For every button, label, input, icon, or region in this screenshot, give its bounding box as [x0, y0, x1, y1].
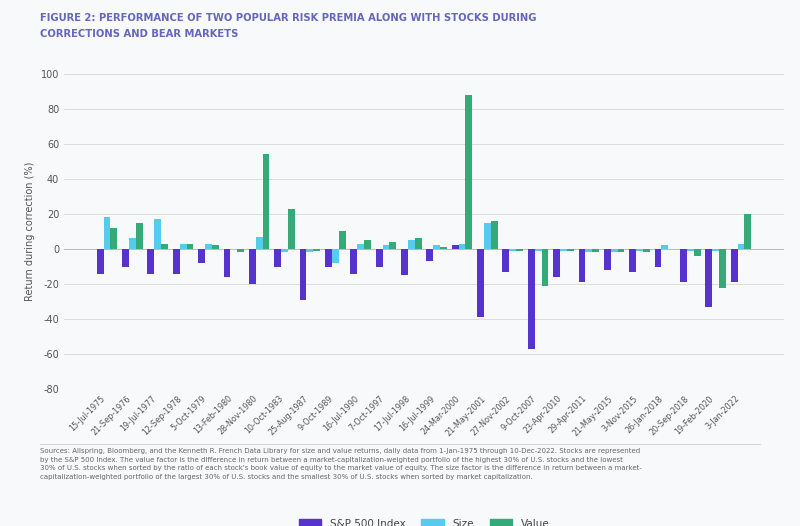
Bar [630, 249, 636, 272]
Bar [510, 249, 516, 251]
Bar [338, 231, 346, 249]
Bar [129, 238, 136, 249]
Bar [103, 217, 110, 249]
Bar [719, 249, 726, 288]
Bar [466, 95, 472, 249]
Bar [390, 242, 396, 249]
Bar [592, 249, 599, 252]
Bar [376, 249, 382, 267]
Bar [738, 244, 745, 249]
Bar [136, 222, 142, 249]
Bar [712, 249, 719, 251]
Bar [262, 154, 270, 249]
Bar [491, 221, 498, 249]
Bar [586, 249, 592, 252]
Bar [288, 209, 294, 249]
Bar [502, 249, 510, 272]
Text: Sources: Allspring, Bloomberg, and the Kenneth R. French Data Library for size a: Sources: Allspring, Bloomberg, and the K… [40, 448, 642, 480]
Bar [223, 249, 230, 277]
Bar [542, 249, 548, 286]
Bar [694, 249, 701, 256]
Bar [147, 249, 154, 274]
Bar [382, 246, 390, 249]
Bar [458, 244, 466, 249]
Bar [198, 249, 205, 263]
Bar [154, 219, 161, 249]
Bar [745, 214, 751, 249]
Bar [122, 249, 129, 267]
Bar [680, 249, 687, 282]
Legend: S&P 500 Index, Size, Value: S&P 500 Index, Size, Value [294, 514, 554, 526]
Bar [186, 244, 194, 249]
Bar [97, 249, 103, 274]
Bar [110, 228, 118, 249]
Bar [440, 247, 447, 249]
Bar [534, 249, 542, 251]
Bar [618, 249, 625, 252]
Bar [604, 249, 610, 270]
Bar [560, 249, 567, 251]
Bar [306, 249, 314, 252]
Bar [516, 249, 523, 251]
Bar [281, 249, 288, 252]
Bar [643, 249, 650, 252]
Bar [477, 249, 484, 317]
Bar [408, 240, 414, 249]
Bar [256, 237, 262, 249]
Bar [554, 249, 560, 277]
Bar [173, 249, 180, 274]
Bar [212, 246, 218, 249]
Bar [350, 249, 357, 274]
Text: FIGURE 2: PERFORMANCE OF TWO POPULAR RISK PREMIA ALONG WITH STOCKS DURING: FIGURE 2: PERFORMANCE OF TWO POPULAR RIS… [40, 13, 537, 23]
Bar [484, 222, 491, 249]
Bar [238, 249, 244, 252]
Bar [610, 249, 618, 252]
Bar [161, 244, 168, 249]
Bar [325, 249, 332, 267]
Bar [687, 249, 694, 251]
Bar [567, 249, 574, 251]
Bar [300, 249, 306, 300]
Bar [414, 238, 422, 249]
Bar [357, 244, 364, 249]
Bar [426, 249, 434, 261]
Bar [364, 240, 371, 249]
Bar [578, 249, 586, 282]
Bar [452, 246, 458, 249]
Bar [654, 249, 662, 267]
Bar [401, 249, 408, 275]
Bar [528, 249, 534, 349]
Y-axis label: Return during correction (%): Return during correction (%) [26, 162, 35, 301]
Bar [249, 249, 256, 284]
Bar [314, 249, 320, 251]
Bar [730, 249, 738, 282]
Bar [180, 244, 186, 249]
Bar [274, 249, 281, 267]
Bar [636, 249, 643, 251]
Bar [332, 249, 338, 263]
Bar [706, 249, 712, 307]
Bar [434, 246, 440, 249]
Text: CORRECTIONS AND BEAR MARKETS: CORRECTIONS AND BEAR MARKETS [40, 29, 238, 39]
Bar [662, 246, 668, 249]
Bar [205, 244, 212, 249]
